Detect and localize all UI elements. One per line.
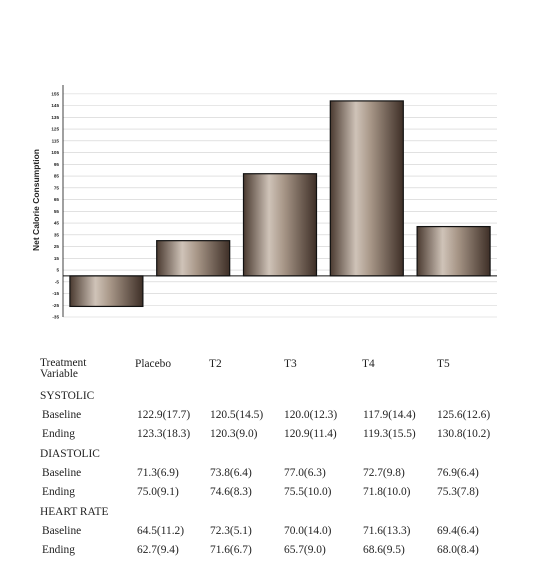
- y-tick-label: 25: [54, 244, 60, 249]
- row-label: Baseline: [42, 409, 82, 421]
- table-row: Ending 62.7(9.4) 71.6(6.7) 65.7(9.0) 68.6(9.…: [40, 543, 520, 562]
- bars: [69, 100, 491, 308]
- section-label: SYSTOLIC: [40, 390, 95, 402]
- table-cell: 123.3(18.3): [137, 428, 191, 440]
- row-label: Ending: [42, 544, 75, 556]
- row-label: Baseline: [42, 525, 82, 537]
- y-tick-label: -5: [55, 279, 60, 284]
- row-label: Baseline: [42, 467, 82, 479]
- table-cell: 75.5(10.0): [284, 486, 332, 498]
- table-header: Treatment Variable Placebo T2 T3 T4 T5: [40, 354, 520, 388]
- y-tick-label: 35: [54, 232, 60, 237]
- table-cell: 71.8(10.0): [363, 486, 411, 498]
- bar-t2: [156, 240, 231, 277]
- row-label: Ending: [42, 428, 75, 440]
- table-cell: 120.9(11.4): [284, 428, 337, 440]
- bar-t5: [416, 225, 491, 277]
- table-cell: 74.6(8.3): [210, 486, 252, 498]
- y-tick-labels: 1551451351251151059585756555453525155-5-…: [51, 91, 59, 319]
- y-tick-label: 55: [54, 209, 60, 214]
- table-cell: 120.0(12.3): [284, 409, 338, 421]
- y-tick-label: 135: [51, 115, 59, 120]
- chart-area: 155 145 135 125 115 105 95 85 75 65 55 45 35 25 15 5 -5-…: [31, 85, 497, 320]
- header-treatment: Treatment: [40, 357, 87, 369]
- y-tick-label: -35: [52, 315, 59, 320]
- table-cell: 68.0(8.4): [437, 544, 479, 556]
- y-tick-label: 85: [54, 174, 60, 179]
- table-cell: 130.8(10.2): [437, 428, 491, 440]
- y-tick-label: 65: [54, 197, 60, 202]
- y-tick-label: 15: [54, 256, 60, 261]
- row-label: Ending: [42, 486, 75, 498]
- y-tick-label: 5: [56, 268, 59, 273]
- table-cell: 71.6(13.3): [363, 525, 411, 537]
- table-cell: 71.6(6.7): [210, 544, 252, 556]
- table-cell: 120.3(9.0): [210, 428, 258, 440]
- table-cell: 73.8(6.4): [210, 467, 252, 479]
- header-variable: Variable: [40, 368, 78, 380]
- table-cell: 71.3(6.9): [137, 467, 179, 479]
- table-cell: 119.3(15.5): [363, 428, 416, 440]
- table-row: Baseline 64.5(11.2) 72.3(5.1) 70.0(14.0) 71.…: [40, 524, 520, 543]
- section-systolic: SYSTOLIC: [40, 388, 520, 408]
- table-cell: 125.6(12.6): [437, 409, 491, 421]
- section-diastolic: DIASTOLIC: [40, 446, 520, 466]
- table-cell: 117.9(14.4): [363, 409, 416, 421]
- table-cell: 75.0(9.1): [137, 486, 179, 498]
- y-tick-label: 45: [54, 221, 60, 226]
- section-label: HEART RATE: [40, 506, 109, 518]
- table-cell: 120.5(14.5): [210, 409, 264, 421]
- table-cell: 72.7(9.8): [363, 467, 405, 479]
- y-tick-label: 125: [51, 127, 59, 132]
- table-row: Ending 75.0(9.1) 74.6(8.3) 75.5(10.0) 71.8(1…: [40, 485, 520, 504]
- table-cell: 62.7(9.4): [137, 544, 179, 556]
- header-col-t4: T4: [362, 358, 375, 370]
- table-row: Baseline 122.9(17.7) 120.5(14.5) 120.0(12.3…: [40, 408, 520, 427]
- results-table: Treatment Variable Placebo T2 T3 T4 T5 SYSTOLIC…: [40, 354, 520, 562]
- y-tick-label: -25: [52, 303, 59, 308]
- y-tick-label: 155: [51, 91, 59, 96]
- header-col-t2: T2: [209, 358, 222, 370]
- bar-placebo: [69, 275, 144, 308]
- header-col-t5: T5: [437, 358, 450, 370]
- y-tick-label: 145: [51, 103, 59, 108]
- table-cell: 68.6(9.5): [363, 544, 405, 556]
- y-tick-label: 75: [54, 185, 60, 190]
- bar-t3: [242, 173, 318, 277]
- table-cell: 77.0(6.3): [284, 467, 326, 479]
- table-cell: 70.0(14.0): [284, 525, 332, 537]
- y-tick-label: 95: [54, 162, 60, 167]
- header-col-placebo: Placebo: [135, 358, 172, 370]
- header-col-t3: T3: [284, 358, 297, 370]
- section-heart-rate: HEART RATE: [40, 504, 520, 524]
- y-axis-label: Net Calorie Consumption: [31, 148, 41, 252]
- table-row: Baseline 71.3(6.9) 73.8(6.4) 77.0(6.3) 72.7(…: [40, 466, 520, 485]
- table-cell: 122.9(17.7): [137, 409, 191, 421]
- table-row: Ending 123.3(18.3) 120.3(9.0) 120.9(11.4) 11…: [40, 427, 520, 446]
- bar-chart: 1551451351251151059585756555453525155-5-…: [51, 85, 497, 320]
- table-cell: 76.9(6.4): [437, 467, 479, 479]
- y-tick-label: 115: [52, 138, 60, 143]
- table-cell: 75.3(7.8): [437, 486, 479, 498]
- header-first-column: Treatment Variable: [40, 357, 87, 380]
- table-cell: 72.3(5.1): [210, 525, 252, 537]
- table-cell: 65.7(9.0): [284, 544, 326, 556]
- table-cell: 69.4(6.4): [437, 525, 479, 537]
- section-label: DIASTOLIC: [40, 448, 100, 460]
- table-cell: 64.5(11.2): [137, 525, 185, 537]
- bar-t4: [329, 100, 404, 277]
- y-tick-label: -15: [52, 291, 59, 296]
- y-tick-label: 105: [51, 150, 59, 155]
